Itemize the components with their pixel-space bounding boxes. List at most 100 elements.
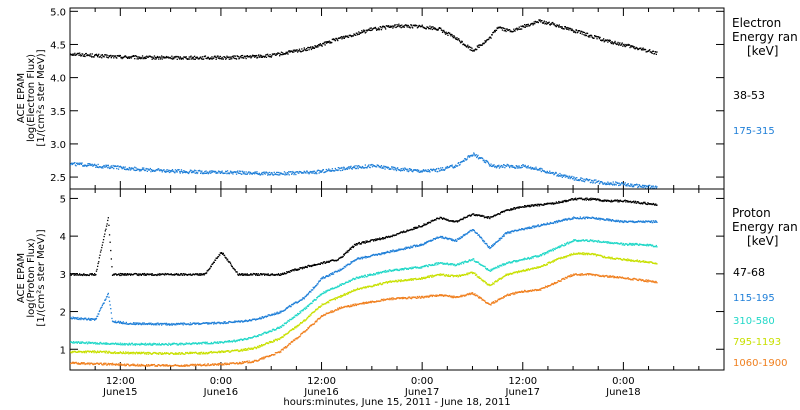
- data-point: [170, 57, 172, 60]
- data-point: [159, 56, 161, 58]
- data-point: [453, 221, 456, 223]
- data-point: [455, 38, 457, 40]
- data-point: [513, 28, 515, 30]
- data-point: [535, 166, 537, 168]
- data-point: [434, 169, 436, 171]
- data-point: [421, 171, 423, 173]
- data-point: [292, 269, 295, 271]
- data-point: [240, 56, 242, 58]
- data-point: [621, 220, 623, 222]
- data-point: [265, 171, 268, 173]
- data-point: [120, 343, 123, 346]
- data-point: [143, 56, 145, 59]
- data-point: [349, 263, 351, 265]
- data-point: [196, 274, 198, 276]
- data-point: [249, 273, 251, 276]
- data-point: [575, 179, 577, 181]
- data-point: [640, 220, 642, 222]
- data-point: [99, 254, 101, 256]
- data-point: [577, 179, 580, 181]
- data-point: [424, 242, 426, 244]
- data-point: [143, 272, 145, 275]
- data-point: [626, 200, 628, 202]
- data-point: [459, 162, 462, 164]
- data-point: [120, 273, 123, 275]
- data-point: [227, 340, 229, 342]
- data-point: [119, 54, 121, 57]
- data-point: [323, 291, 325, 293]
- data-point: [244, 173, 247, 175]
- data-point: [582, 31, 584, 33]
- data-point: [305, 295, 307, 297]
- data-point: [97, 54, 99, 56]
- data-point: [243, 173, 245, 175]
- data-point: [126, 273, 129, 275]
- data-point: [108, 55, 110, 57]
- data-point: [555, 25, 557, 27]
- data-point: [643, 221, 645, 223]
- data-point: [550, 203, 553, 205]
- data-point: [510, 30, 512, 32]
- data-point: [427, 26, 429, 29]
- data-point: [267, 172, 269, 174]
- data-point: [653, 203, 655, 205]
- data-point: [531, 167, 533, 169]
- data-point: [553, 247, 555, 250]
- data-point: [346, 250, 348, 252]
- data-point: [454, 37, 456, 39]
- data-point: [94, 54, 96, 57]
- data-point: [151, 273, 153, 275]
- data-point: [135, 323, 138, 325]
- data-point: [168, 342, 170, 344]
- data-point: [303, 47, 305, 49]
- data-point: [166, 169, 168, 171]
- data-point: [230, 56, 232, 58]
- data-point: [319, 170, 321, 172]
- data-point: [185, 343, 187, 345]
- data-point: [609, 219, 611, 221]
- data-point: [308, 49, 310, 51]
- data-point: [82, 274, 84, 277]
- data-point: [317, 46, 319, 48]
- data-point: [497, 27, 499, 30]
- data-point: [481, 238, 483, 240]
- data-point: [317, 44, 320, 46]
- data-point: [607, 241, 609, 243]
- data-point: [549, 24, 551, 26]
- electron-legend-energy: Energy ran: [732, 30, 798, 44]
- data-point: [656, 51, 658, 53]
- data-point: [246, 338, 248, 341]
- data-point: [459, 164, 461, 166]
- data-point: [425, 242, 427, 245]
- data-point: [358, 165, 360, 167]
- data-point: [372, 164, 374, 166]
- data-point: [258, 54, 260, 56]
- data-point: [621, 221, 623, 223]
- data-point: [246, 273, 248, 275]
- data-point: [228, 341, 230, 343]
- data-point: [206, 57, 208, 60]
- data-point: [208, 58, 211, 60]
- data-point: [613, 184, 616, 186]
- data-point: [91, 274, 93, 276]
- data-point: [230, 264, 232, 266]
- data-point: [642, 47, 644, 49]
- data-point: [574, 197, 577, 199]
- data-point: [238, 339, 241, 342]
- data-point: [99, 309, 101, 312]
- data-point: [352, 35, 354, 37]
- data-point: [391, 270, 393, 272]
- data-point: [105, 298, 107, 300]
- data-point: [580, 240, 583, 242]
- data-point: [267, 274, 269, 276]
- data-point: [516, 206, 519, 208]
- data-point: [562, 175, 565, 177]
- data-point: [534, 226, 536, 228]
- data-point: [555, 26, 557, 28]
- data-point: [504, 167, 506, 169]
- data-point: [420, 171, 422, 173]
- data-point: [304, 48, 306, 50]
- data-point: [79, 317, 81, 319]
- data-point: [591, 198, 593, 200]
- data-point: [297, 301, 299, 303]
